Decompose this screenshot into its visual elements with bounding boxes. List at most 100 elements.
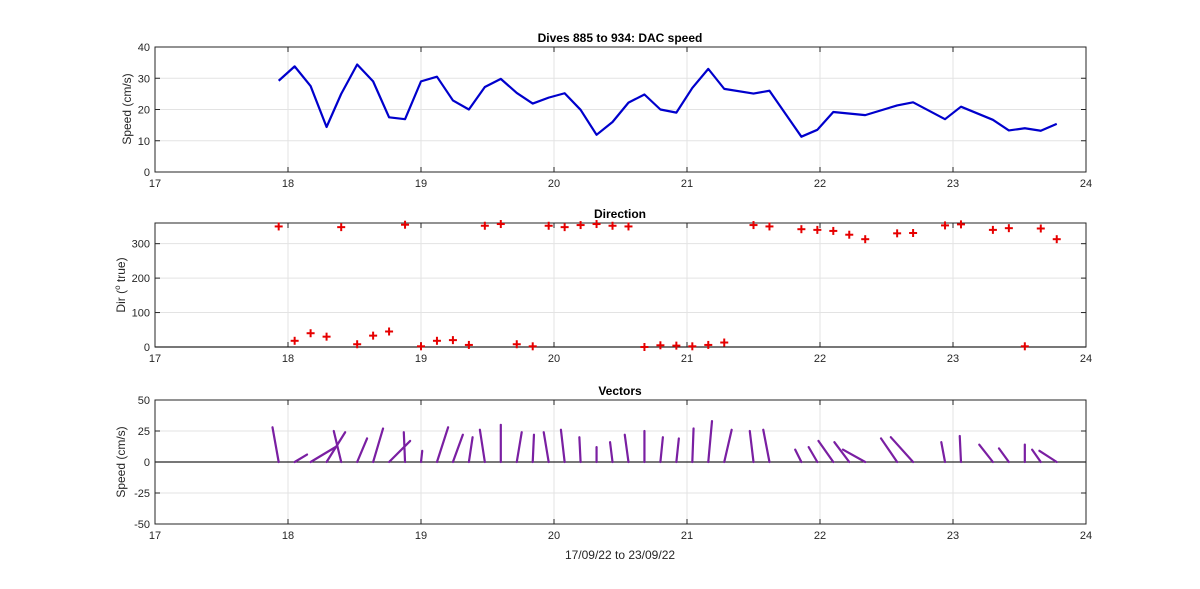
velocity-vector — [723, 428, 733, 464]
direction-marker — [749, 221, 758, 230]
y-tick-label: 0 — [144, 342, 150, 354]
velocity-vector — [807, 446, 819, 464]
direction-marker — [672, 341, 681, 350]
velocity-vector — [293, 453, 309, 464]
x-tick-label: 18 — [282, 530, 294, 542]
direction-marker — [290, 336, 299, 345]
x-tick-label: 20 — [548, 178, 560, 190]
direction-marker — [845, 230, 854, 239]
speed-y-axis-label: Speed (cm/s) — [120, 73, 134, 144]
velocity-vector — [817, 439, 835, 464]
direction-marker — [560, 223, 569, 232]
velocity-vector — [435, 426, 450, 464]
x-tick-label: 19 — [415, 353, 427, 365]
velocity-vector — [623, 433, 630, 464]
x-tick-label: 21 — [681, 353, 693, 365]
x-tick-label: 24 — [1080, 353, 1092, 365]
x-tick-label: 21 — [681, 178, 693, 190]
y-tick-label: 100 — [132, 308, 150, 320]
direction-y-label-start: Dir ( — [114, 290, 128, 313]
velocity-vector — [833, 441, 851, 464]
direction-marker — [1020, 342, 1029, 351]
velocity-vector — [387, 439, 412, 464]
velocity-vector — [707, 419, 714, 464]
vectors-x-axis-label: 17/09/22 to 23/09/22 — [565, 548, 675, 562]
x-tick-label: 19 — [415, 530, 427, 542]
velocity-vector — [531, 433, 536, 464]
direction-marker — [480, 221, 489, 230]
velocity-vector — [659, 436, 664, 464]
velocity-vector — [515, 431, 523, 464]
direction-marker — [624, 222, 633, 231]
direction-marker — [337, 223, 346, 232]
direction-marker — [608, 221, 617, 230]
y-tick-label: 0 — [144, 457, 150, 469]
x-tick-label: 17 — [149, 178, 161, 190]
direction-marker — [369, 331, 378, 340]
velocity-vector — [271, 426, 280, 464]
y-tick-label: 25 — [138, 426, 150, 438]
velocity-vector — [309, 446, 337, 464]
direction-y-label-end: true) — [114, 257, 128, 285]
direction-marker — [417, 342, 425, 351]
velocity-vector — [402, 431, 407, 464]
direction-marker — [448, 336, 457, 345]
vectors-y-axis-label: Speed (cm/s) — [114, 426, 128, 497]
direction-marker — [956, 220, 965, 229]
speed-chart-title: Dives 885 to 934: DAC speed — [538, 31, 703, 45]
y-tick-label: 20 — [138, 105, 150, 117]
direction-marker — [704, 340, 713, 349]
direction-marker — [861, 235, 870, 244]
velocity-vector — [794, 448, 803, 464]
direction-marker — [656, 341, 665, 350]
direction-y-axis-label: Dir (o true) — [113, 257, 128, 312]
velocity-vector — [978, 443, 995, 464]
velocity-vector — [325, 431, 347, 464]
direction-marker — [765, 222, 774, 231]
direction-marker — [512, 340, 521, 349]
direction-marker — [496, 220, 505, 229]
x-tick-label: 17 — [149, 353, 161, 365]
velocity-vector — [879, 437, 899, 464]
y-tick-label: 10 — [138, 136, 150, 148]
velocity-vector — [559, 428, 566, 464]
velocity-vector — [332, 429, 343, 464]
velocity-vector — [467, 436, 474, 464]
x-tick-label: 20 — [548, 530, 560, 542]
direction-marker — [322, 332, 331, 341]
vectors-axes: 17 18 19 20 21 22 23 24 -50 -25 0 25 50 — [134, 395, 1092, 542]
velocity-vector — [762, 428, 771, 464]
direction-marker — [813, 225, 822, 234]
velocity-vector — [356, 437, 369, 464]
x-tick-label: 24 — [1080, 530, 1092, 542]
x-tick-label: 17 — [149, 530, 161, 542]
direction-y-label-degree: o — [113, 285, 122, 290]
x-tick-label: 20 — [548, 353, 560, 365]
direction-marker — [592, 220, 601, 229]
velocity-vector — [997, 447, 1010, 464]
direction-marker — [1036, 224, 1045, 233]
direction-marker — [576, 221, 585, 230]
direction-marker — [1004, 224, 1013, 233]
vectors-chart-title: Vectors — [598, 384, 642, 398]
velocity-vector — [419, 449, 424, 464]
direction-chart-title: Direction — [594, 207, 646, 221]
velocity-vector — [578, 436, 582, 464]
velocity-vector — [542, 431, 550, 464]
velocity-vector — [958, 434, 963, 464]
x-tick-label: 18 — [282, 353, 294, 365]
y-tick-label: 50 — [138, 395, 150, 407]
y-tick-label: 300 — [132, 239, 150, 251]
velocity-vector — [748, 429, 755, 464]
velocity-vector — [675, 437, 680, 464]
velocity-vector — [691, 427, 695, 464]
direction-marker — [464, 340, 473, 349]
y-tick-label: 200 — [132, 273, 150, 285]
speed-line — [277, 63, 1058, 138]
velocity-vector — [1038, 449, 1058, 464]
direction-marker — [797, 225, 806, 234]
direction-marker — [720, 338, 729, 347]
direction-marker — [528, 342, 537, 351]
velocity-vector — [451, 433, 464, 464]
